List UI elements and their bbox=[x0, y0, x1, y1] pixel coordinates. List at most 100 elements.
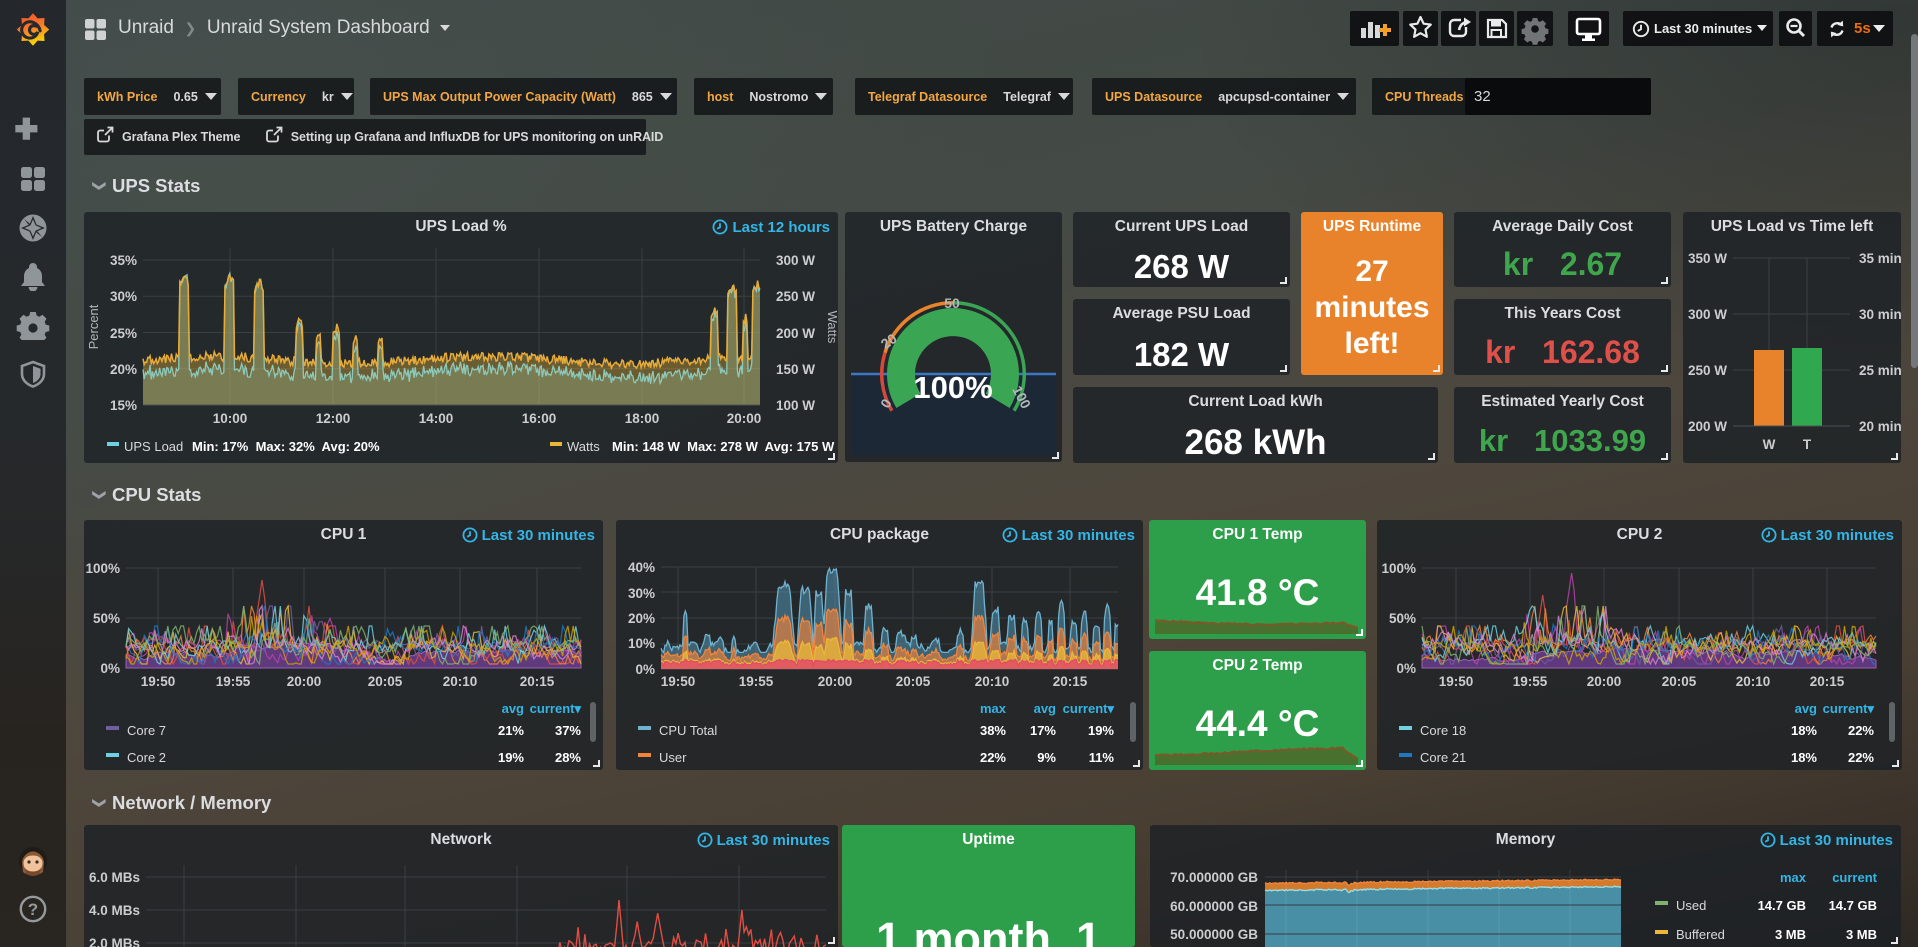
svg-text:35%: 35% bbox=[110, 253, 137, 268]
svg-text:300 W: 300 W bbox=[776, 253, 815, 268]
svg-text:3 MB: 3 MB bbox=[1775, 927, 1806, 942]
svg-text:40%: 40% bbox=[628, 560, 655, 575]
svg-text:19%: 19% bbox=[1088, 723, 1114, 738]
svg-text:250 W: 250 W bbox=[776, 289, 815, 304]
svg-text:20:10: 20:10 bbox=[975, 674, 1010, 689]
svg-text:350 W: 350 W bbox=[1688, 251, 1727, 266]
svg-text:Percent: Percent bbox=[86, 304, 101, 349]
svg-text:10:00: 10:00 bbox=[213, 411, 248, 426]
svg-text:19:55: 19:55 bbox=[216, 674, 251, 689]
svg-text:100%: 100% bbox=[913, 370, 992, 405]
svg-text:22%: 22% bbox=[980, 750, 1006, 765]
svg-text:20%: 20% bbox=[110, 362, 137, 377]
svg-text:0%: 0% bbox=[635, 662, 655, 677]
svg-text:300 W: 300 W bbox=[1688, 307, 1727, 322]
svg-text:100%: 100% bbox=[85, 561, 120, 576]
svg-text:2.0 MBs: 2.0 MBs bbox=[89, 936, 140, 947]
svg-text:current▾: current▾ bbox=[1823, 701, 1875, 716]
svg-text:20:00: 20:00 bbox=[1587, 674, 1622, 689]
svg-text:20 min: 20 min bbox=[1859, 419, 1901, 434]
svg-text:20:00: 20:00 bbox=[727, 411, 762, 426]
svg-text:60.000000 GB: 60.000000 GB bbox=[1170, 899, 1258, 914]
svg-text:20:00: 20:00 bbox=[287, 674, 322, 689]
svg-text:max: max bbox=[1780, 870, 1807, 885]
svg-text:100%: 100% bbox=[1381, 561, 1416, 576]
svg-text:15%: 15% bbox=[110, 398, 137, 413]
svg-text:16:00: 16:00 bbox=[522, 411, 557, 426]
svg-text:20:05: 20:05 bbox=[896, 674, 931, 689]
svg-text:20:15: 20:15 bbox=[1053, 674, 1088, 689]
svg-text:50: 50 bbox=[944, 295, 960, 311]
svg-text:37%: 37% bbox=[555, 723, 581, 738]
svg-text:10%: 10% bbox=[628, 636, 655, 651]
svg-text:avg: avg bbox=[1034, 701, 1056, 716]
svg-text:19:50: 19:50 bbox=[1439, 674, 1474, 689]
svg-text:19:50: 19:50 bbox=[141, 674, 176, 689]
svg-text:Min: 148 W Max: 278 W Avg: 1: Min: 148 W Max: 278 W Avg: 175 W bbox=[612, 439, 835, 454]
svg-text:22%: 22% bbox=[1848, 750, 1874, 765]
svg-text:20:05: 20:05 bbox=[368, 674, 403, 689]
svg-text:200 W: 200 W bbox=[776, 326, 815, 341]
svg-text:9%: 9% bbox=[1037, 750, 1056, 765]
svg-text:Watts: Watts bbox=[567, 439, 600, 454]
svg-text:20:15: 20:15 bbox=[1810, 674, 1845, 689]
svg-text:250 W: 250 W bbox=[1688, 363, 1727, 378]
svg-text:T: T bbox=[1803, 437, 1812, 452]
svg-text:20:00: 20:00 bbox=[818, 674, 853, 689]
svg-text:30%: 30% bbox=[110, 289, 137, 304]
svg-text:19:50: 19:50 bbox=[661, 674, 696, 689]
svg-text:Core 18: Core 18 bbox=[1420, 723, 1466, 738]
svg-text:UPS Load: UPS Load bbox=[124, 439, 183, 454]
svg-text:4.0 MBs: 4.0 MBs bbox=[89, 903, 140, 918]
svg-text:6.0 MBs: 6.0 MBs bbox=[89, 870, 140, 885]
svg-text:Used: Used bbox=[1676, 898, 1706, 913]
svg-text:3 MB: 3 MB bbox=[1846, 927, 1877, 942]
svg-text:20%: 20% bbox=[628, 611, 655, 626]
svg-text:18%: 18% bbox=[1791, 723, 1817, 738]
svg-text:11%: 11% bbox=[1089, 750, 1115, 765]
svg-text:Core 2: Core 2 bbox=[127, 750, 166, 765]
svg-text:14:00: 14:00 bbox=[419, 411, 454, 426]
svg-text:12:00: 12:00 bbox=[316, 411, 351, 426]
svg-text:50%: 50% bbox=[93, 611, 120, 626]
svg-text:Core 21: Core 21 bbox=[1420, 750, 1466, 765]
svg-text:CPU Total: CPU Total bbox=[659, 723, 717, 738]
svg-text:38%: 38% bbox=[980, 723, 1006, 738]
svg-text:20:10: 20:10 bbox=[1736, 674, 1771, 689]
svg-text:19:55: 19:55 bbox=[1513, 674, 1548, 689]
svg-text:max: max bbox=[980, 701, 1007, 716]
svg-text:14.7 GB: 14.7 GB bbox=[1758, 898, 1806, 913]
svg-text:150 W: 150 W bbox=[776, 362, 815, 377]
svg-text:28%: 28% bbox=[555, 750, 581, 765]
svg-text:50%: 50% bbox=[1389, 611, 1416, 626]
svg-text:30 min: 30 min bbox=[1859, 307, 1901, 322]
svg-text:18:00: 18:00 bbox=[625, 411, 660, 426]
svg-text:20:05: 20:05 bbox=[1662, 674, 1697, 689]
svg-text:Min: 17% Max: 32% Avg: 20%: Min: 17% Max: 32% Avg: 20% bbox=[192, 439, 380, 454]
svg-text:50.000000 GB: 50.000000 GB bbox=[1170, 927, 1258, 942]
svg-text:Buffered: Buffered bbox=[1676, 927, 1725, 942]
svg-text:Core 7: Core 7 bbox=[127, 723, 166, 738]
svg-text:100 W: 100 W bbox=[776, 398, 815, 413]
svg-text:0%: 0% bbox=[1396, 661, 1416, 676]
svg-text:current: current bbox=[1832, 870, 1877, 885]
svg-text:200 W: 200 W bbox=[1688, 419, 1727, 434]
svg-text:70.000000 GB: 70.000000 GB bbox=[1170, 870, 1258, 885]
svg-text:20:15: 20:15 bbox=[520, 674, 555, 689]
svg-text:22%: 22% bbox=[1848, 723, 1874, 738]
svg-text:30%: 30% bbox=[628, 586, 655, 601]
svg-text:25 min: 25 min bbox=[1859, 363, 1901, 378]
svg-text:avg: avg bbox=[1795, 701, 1817, 716]
svg-text:14.7 GB: 14.7 GB bbox=[1829, 898, 1877, 913]
svg-text:35 min: 35 min bbox=[1859, 251, 1901, 266]
svg-text:avg: avg bbox=[502, 701, 524, 716]
svg-text:19:55: 19:55 bbox=[739, 674, 774, 689]
svg-text:25%: 25% bbox=[110, 326, 137, 341]
svg-text:0%: 0% bbox=[100, 661, 120, 676]
svg-text:?: ? bbox=[28, 900, 38, 919]
svg-text:current▾: current▾ bbox=[530, 701, 582, 716]
svg-text:current▾: current▾ bbox=[1063, 701, 1115, 716]
svg-text:19%: 19% bbox=[498, 750, 524, 765]
svg-text:User: User bbox=[659, 750, 687, 765]
svg-text:21%: 21% bbox=[498, 723, 524, 738]
